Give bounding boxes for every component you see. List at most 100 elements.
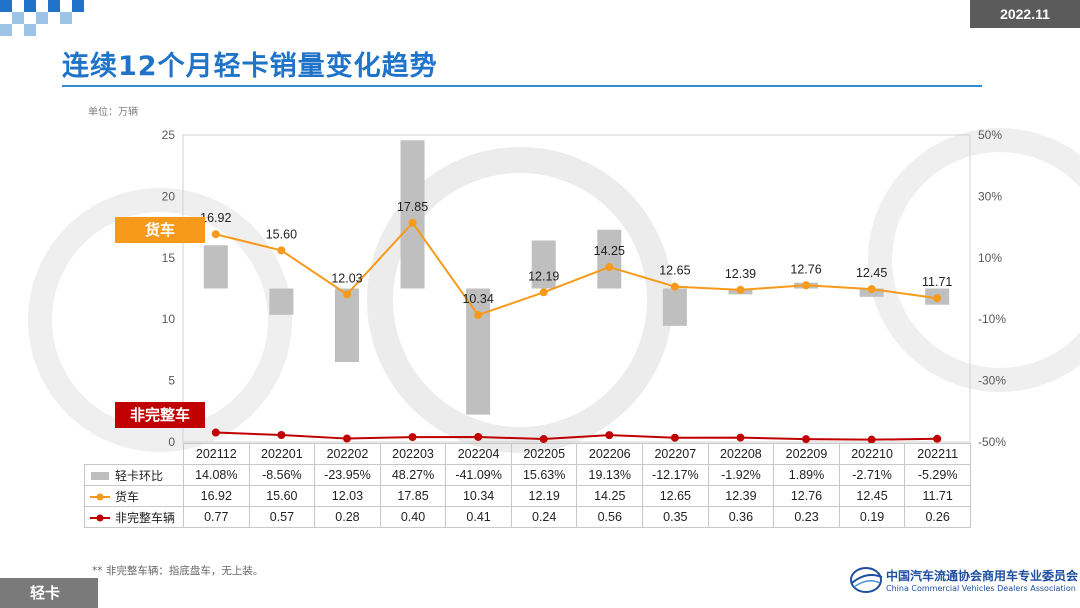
chassis-point: [933, 434, 942, 443]
mom-bar: [203, 245, 228, 289]
chassis-point: [736, 433, 745, 442]
corner-pattern: [0, 0, 84, 36]
truck-point: [474, 311, 483, 320]
series-label-cell: 非完整车辆: [84, 506, 184, 528]
plot-frame: [182, 134, 971, 443]
truck-point: [867, 285, 876, 294]
table-header-cell: 202203: [379, 443, 447, 465]
right-axis-tick: -30%: [978, 374, 1006, 388]
table-corner: [85, 444, 184, 465]
data-table: 202112 202201 202202 202203 202204 202205 2022…: [84, 443, 971, 528]
table-cell: 0.56: [576, 506, 644, 528]
table-cell: 10.34: [445, 485, 512, 507]
table-header-cell: 202211: [904, 443, 971, 465]
truck-data-label: 12.39: [725, 267, 756, 281]
table-cell: 1.89%: [773, 464, 840, 486]
series-name: 轻卡环比: [115, 468, 164, 483]
table-header-cell: 202206: [576, 443, 644, 465]
truck-data-label: 12.76: [790, 262, 821, 276]
chassis-point: [474, 432, 483, 441]
mom-bar: [531, 240, 556, 289]
page-title: 连续12个月轻卡销量变化趋势: [62, 51, 438, 82]
table-cell: 0.28: [314, 506, 381, 528]
table-header-cell: 202208: [707, 443, 775, 465]
truck-data-label: 12.03: [331, 271, 362, 285]
table-cell: -2.71%: [838, 464, 906, 486]
truck-point: [211, 230, 220, 239]
table-header-cell: 202207: [642, 443, 709, 465]
chassis-point: [211, 428, 220, 437]
right-axis-tick: -10%: [978, 312, 1006, 326]
chassis-point: [408, 433, 417, 442]
truck-point: [736, 285, 745, 294]
table-cell: 12.03: [314, 485, 381, 507]
table-cell: -5.29%: [904, 464, 971, 486]
footnote: ** 非完整车辆：指底盘车，无上装。: [92, 565, 264, 577]
logo-cn-text: 中国汽车流通协会商用车专业委员会: [886, 569, 1079, 583]
table-cell: -12.17%: [642, 464, 709, 486]
table-cell: 0.57: [248, 506, 316, 528]
truck-data-label: 12.45: [856, 266, 887, 280]
table-cell: 12.76: [773, 485, 840, 507]
chassis-point: [605, 431, 614, 440]
chassis-point: [867, 435, 876, 444]
series-name: 货车: [115, 489, 140, 504]
truck-point: [605, 263, 614, 272]
truck-data-label: 14.25: [594, 244, 625, 258]
mom-bar: [597, 229, 622, 289]
table-cell: 48.27%: [379, 464, 447, 486]
legend-key-icon: [90, 514, 110, 522]
table-header-cell: 202209: [773, 443, 840, 465]
title-underline: [62, 85, 982, 87]
table-cell: 14.25: [576, 485, 644, 507]
table-cell: 0.77: [183, 506, 250, 528]
left-axis-tick: 20: [162, 189, 176, 203]
chassis-point: [342, 434, 351, 443]
unit-label: 单位：万辆: [88, 107, 138, 118]
logo-en-text: China Commercial Vehicles Dealers Associ…: [886, 584, 1076, 593]
left-axis-tick: 5: [168, 374, 175, 388]
truck-data-label: 17.85: [397, 200, 428, 214]
table-header-cell: 202205: [510, 443, 578, 465]
truck-point: [408, 218, 417, 227]
truck-point: [342, 290, 351, 299]
legend-key-icon: [91, 472, 109, 480]
truck-point: [802, 281, 811, 290]
right-axis-tick: 50%: [978, 128, 1002, 142]
table-row: 非完整车辆 0.77 0.57 0.28 0.40 0.41 0.24 0.56 0.35 0.3…: [84, 506, 971, 528]
association-logo: 中国汽车流通协会商用车专业委员会 China Commercial Vehicl…: [848, 563, 1078, 597]
table-cell: -23.95%: [314, 464, 381, 486]
mom-bar: [334, 288, 359, 363]
table-cell: -8.56%: [248, 464, 316, 486]
mom-bar: [466, 288, 491, 415]
table-header-row: 202112 202201 202202 202203 202204 202205 2022…: [85, 443, 971, 465]
mom-bar: [400, 140, 425, 289]
table-cell: 15.60: [248, 485, 316, 507]
truck-point: [670, 282, 679, 291]
series-label-cell: 货车: [84, 485, 184, 507]
table-cell: 0.26: [904, 506, 971, 528]
mom-bar: [662, 288, 687, 326]
table-cell: 12.39: [707, 485, 775, 507]
truck-data-label: 12.19: [528, 269, 559, 283]
table-cell: -1.92%: [707, 464, 775, 486]
date-badge: 2022.11: [970, 0, 1080, 28]
left-axis-tick: 0: [168, 435, 175, 449]
table-cell: 17.85: [379, 485, 447, 507]
table-cell: 0.35: [642, 506, 709, 528]
left-axis-tick: 10: [162, 312, 176, 326]
table-header-cell: 202201: [248, 443, 316, 465]
mom-bar: [269, 288, 294, 315]
table-cell: 19.13%: [576, 464, 644, 486]
table-cell: 16.92: [183, 485, 250, 507]
table-cell: 0.23: [773, 506, 840, 528]
table-cell: 0.41: [445, 506, 512, 528]
truck-point: [277, 246, 286, 255]
chassis-point: [670, 433, 679, 442]
table-cell: 0.36: [707, 506, 775, 528]
chassis-point: [539, 435, 548, 444]
left-axis-tick: 25: [162, 128, 176, 142]
table-cell: 12.65: [642, 485, 709, 507]
right-axis-tick: 30%: [978, 189, 1002, 203]
